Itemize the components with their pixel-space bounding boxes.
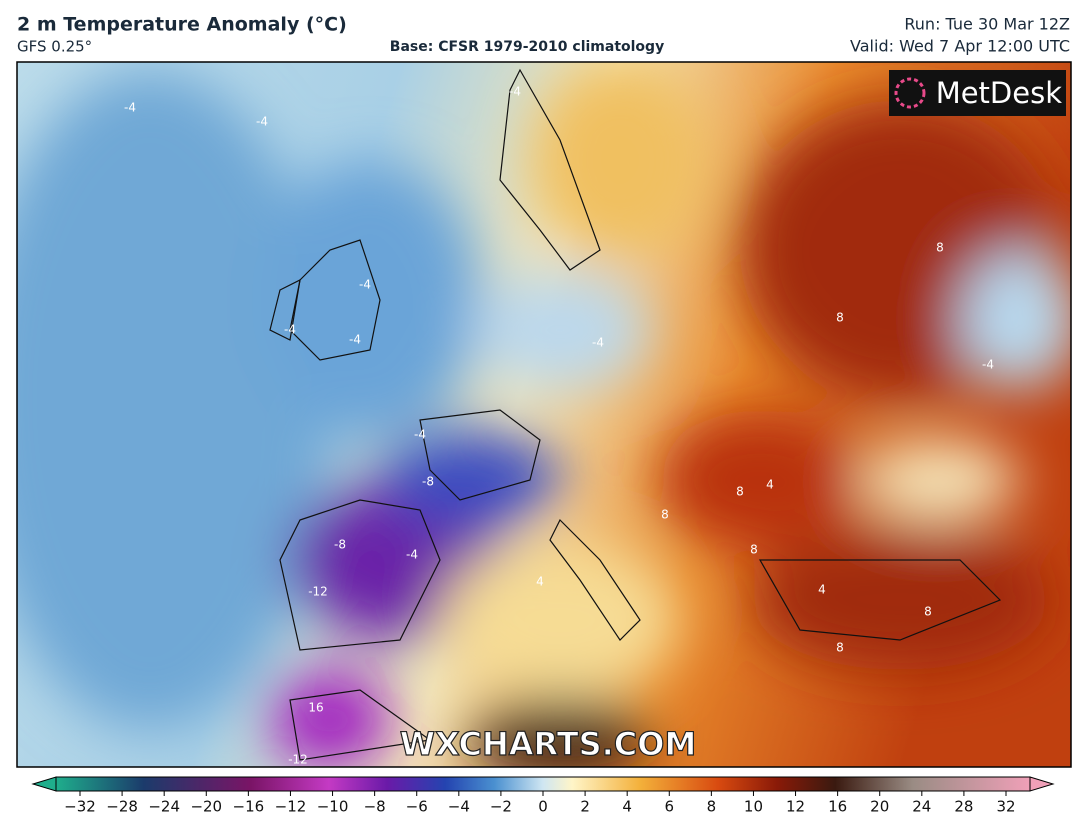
colorbar-label: −32 [64, 798, 96, 816]
colorbar [55, 776, 1031, 792]
contour-label: -12 [308, 585, 328, 599]
logo-icon [894, 77, 926, 109]
colorbar-label: −10 [317, 798, 349, 816]
contour-label: 8 [936, 241, 944, 255]
colorbar-label: −16 [233, 798, 265, 816]
base: Base: CFSR 1979-2010 climatology [390, 39, 664, 55]
contour-label: -4 [406, 548, 418, 562]
contour-label: 8 [836, 311, 844, 325]
contour-label: 8 [750, 543, 758, 557]
coastlines [269, 68, 1002, 761]
logo: MetDesk [936, 76, 1063, 110]
contour-label: 8 [924, 605, 932, 619]
contour-label: 4 [818, 583, 826, 597]
logo-box [889, 70, 1066, 116]
colorbar-label: 6 [664, 798, 674, 816]
colorbar-label: −12 [275, 798, 307, 816]
run: Run: Tue 30 Mar 12Z [904, 15, 1070, 34]
colorbar-label: −24 [148, 798, 180, 816]
contour-label: 8 [736, 485, 744, 499]
colorbar-label: 8 [707, 798, 717, 816]
contour-label: -12 [288, 753, 308, 767]
colorbar-min-arrow [31, 776, 57, 792]
contour-label: 4 [766, 478, 774, 492]
contour-label: -4 [592, 336, 604, 350]
colorbar-label: 20 [870, 798, 889, 816]
colorbar-label: 10 [744, 798, 763, 816]
contour-label: -4 [509, 85, 521, 99]
colorbar-label: 16 [828, 798, 847, 816]
colorbar-max-arrow [1029, 776, 1055, 792]
map: -4 -4 -4 -4 -4 -4 -4 -8 -8 -12 -12 16 -4 8 8 8 8 8 4 4 -4 -4 8… [17, 62, 1071, 767]
colorbar-label: 4 [622, 798, 632, 816]
contour-label: 4 [536, 575, 544, 589]
colorbar-label: −6 [406, 798, 428, 816]
colorbar-label: −4 [448, 798, 470, 816]
map-frame [16, 61, 1072, 768]
contour-label: -4 [359, 278, 371, 292]
contour-label: -4 [124, 101, 136, 115]
contour-label: -4 [256, 115, 268, 129]
colorbar-label: −8 [364, 798, 386, 816]
contour-label: -4 [349, 333, 361, 347]
colorbar-label: 2 [580, 798, 590, 816]
colorbar-label: 32 [996, 798, 1015, 816]
contour-label: -4 [284, 323, 296, 337]
valid: Valid: Wed 7 Apr 12:00 UTC [850, 37, 1070, 56]
contour-label: -4 [982, 358, 994, 372]
colorbar-label: −20 [190, 798, 222, 816]
watermark: WXCHARTS.COM [400, 725, 697, 763]
model: GFS 0.25° [17, 38, 92, 56]
title: 2 m Temperature Anomaly (°C) [17, 14, 347, 36]
colorbar-label: −28 [106, 798, 138, 816]
contour-label: 8 [836, 641, 844, 655]
colorbar-label: −2 [490, 798, 512, 816]
colorbar-label: 24 [912, 798, 931, 816]
contour-label: 16 [308, 701, 323, 715]
contour-label: 8 [661, 508, 669, 522]
colorbar-label: 12 [786, 798, 805, 816]
contour-label: -4 [414, 428, 426, 442]
colorbar-label: 28 [954, 798, 973, 816]
colorbar-label: 0 [538, 798, 548, 816]
contour-label: -8 [334, 538, 346, 552]
contour-label: -8 [422, 475, 434, 489]
